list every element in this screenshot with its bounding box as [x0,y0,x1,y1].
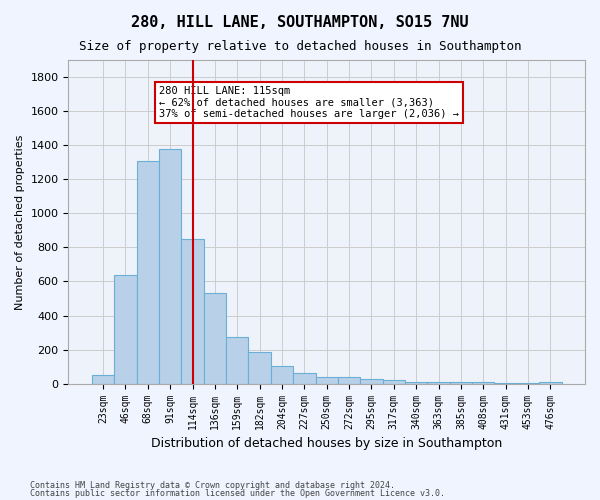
Text: Contains HM Land Registry data © Crown copyright and database right 2024.: Contains HM Land Registry data © Crown c… [30,481,395,490]
Bar [360,378,383,384]
Bar [159,148,181,384]
Bar [181,239,204,384]
Bar [114,274,137,384]
Bar [293,372,316,384]
Bar [338,377,360,384]
X-axis label: Distribution of detached houses by size in Southampton: Distribution of detached houses by size … [151,437,502,450]
Bar [427,382,450,384]
Text: Size of property relative to detached houses in Southampton: Size of property relative to detached ho… [79,40,521,53]
Text: Contains public sector information licensed under the Open Government Licence v3: Contains public sector information licen… [30,488,445,498]
Bar [517,383,539,384]
Bar [450,382,472,384]
Y-axis label: Number of detached properties: Number of detached properties [15,134,25,310]
Bar [248,352,271,384]
Bar [271,366,293,384]
Bar [383,380,405,384]
Bar [92,375,114,384]
Text: 280 HILL LANE: 115sqm
← 62% of detached houses are smaller (3,363)
37% of semi-d: 280 HILL LANE: 115sqm ← 62% of detached … [159,86,459,119]
Bar [204,294,226,384]
Bar [137,160,159,384]
Bar [316,377,338,384]
Bar [494,383,517,384]
Bar [472,382,494,384]
Bar [226,337,248,384]
Bar [405,382,427,384]
Text: 280, HILL LANE, SOUTHAMPTON, SO15 7NU: 280, HILL LANE, SOUTHAMPTON, SO15 7NU [131,15,469,30]
Bar [539,382,562,384]
